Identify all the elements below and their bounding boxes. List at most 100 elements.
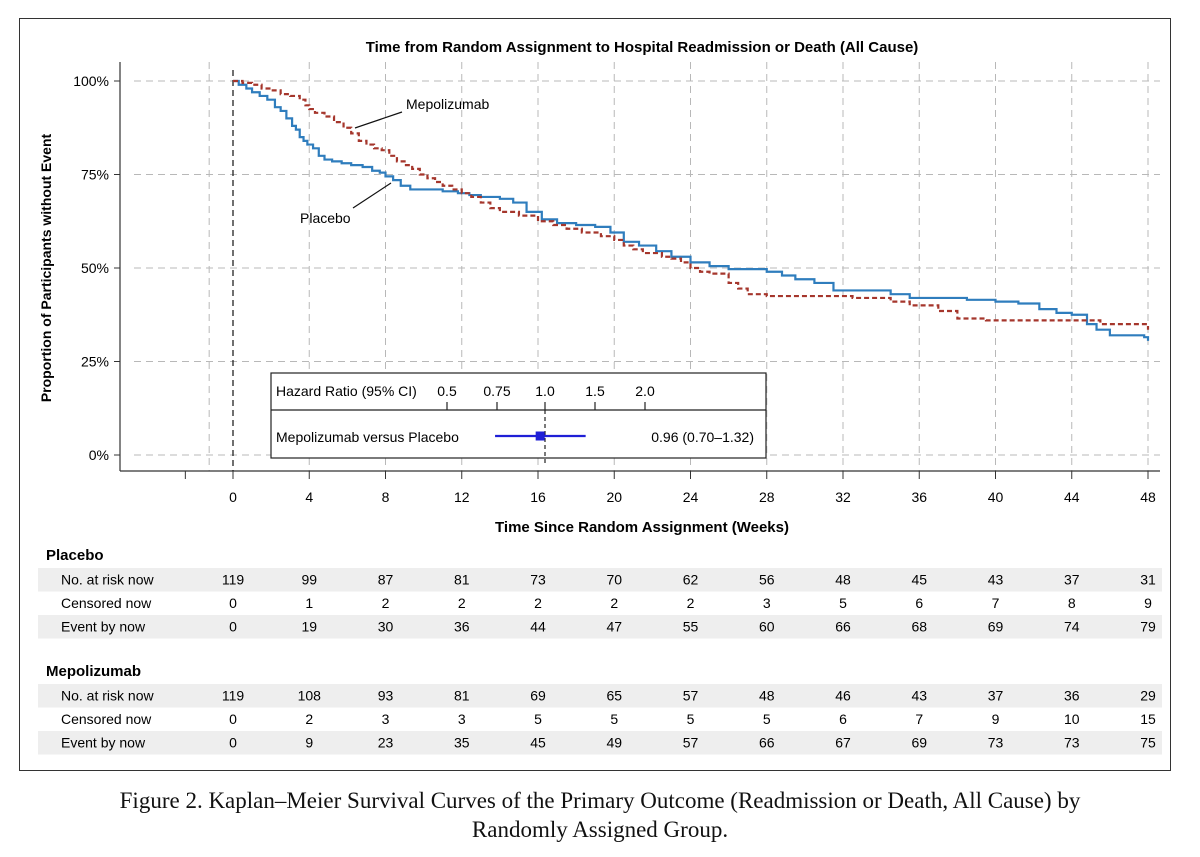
risk-cell-placebo-1-7: 3 [763,595,771,611]
forest-row-label: Mepolizumab versus Placebo [276,429,459,445]
risk-cell-placebo-0-1: 99 [301,572,317,588]
kaplan-meier-chart: Time from Random Assignment to Hospital … [38,39,1162,755]
risk-cell-placebo-0-11: 37 [1064,572,1080,588]
risk-cell-mepolizumab-0-10: 37 [988,688,1004,704]
risk-cell-mepolizumab-0-1: 108 [298,688,322,704]
x-tick-label-32: 32 [835,489,851,505]
risk-cell-mepolizumab-0-8: 46 [835,688,851,704]
risk-row-label-placebo-1: Censored now [61,595,152,611]
risk-cell-mepolizumab-2-10: 73 [988,735,1004,751]
risk-cell-mepolizumab-2-9: 69 [911,735,927,751]
risk-cell-placebo-1-5: 2 [610,595,618,611]
forest-box [270,372,767,459]
caption-line-2: Randomly Assigned Group. [471,817,729,842]
forest-header: Hazard Ratio (95% CI) [276,383,417,399]
risk-row-bg-mepolizumab-0 [38,684,1162,708]
risk-cell-placebo-0-8: 48 [835,572,851,588]
x-tick-label-16: 16 [530,489,546,505]
risk-cell-placebo-0-3: 81 [454,572,470,588]
risk-cell-placebo-0-6: 62 [683,572,699,588]
risk-cell-mepolizumab-2-3: 35 [454,735,470,751]
risk-cell-placebo-2-2: 30 [378,619,394,635]
risk-cell-placebo-2-4: 44 [530,619,546,635]
risk-cell-placebo-2-3: 36 [454,619,470,635]
y-tick-label-100: 100% [73,73,109,89]
risk-cell-mepolizumab-2-11: 73 [1064,735,1080,751]
risk-cell-mepolizumab-0-2: 93 [378,688,394,704]
risk-cell-mepolizumab-1-5: 5 [610,711,618,727]
risk-cell-mepolizumab-2-0: 0 [229,735,237,751]
forest-tick-label-1_5: 1.5 [585,383,605,399]
risk-cell-mepolizumab-2-7: 66 [759,735,775,751]
forest-tick-label-1: 1.0 [535,383,555,399]
risk-cell-placebo-1-6: 2 [687,595,695,611]
risk-cell-placebo-2-8: 66 [835,619,851,635]
y-axis-label: Proportion of Participants without Event [38,133,54,402]
risk-cell-placebo-2-0: 0 [229,619,237,635]
axes: 0%25%50%75%100%0 4 8 12 16 20 24 28 32 36 40 44 48 [73,62,1160,505]
leader-placebo [352,182,392,209]
label-mepolizumab: Mepolizumab [406,96,489,112]
risk-cell-mepolizumab-0-6: 57 [683,688,699,704]
risk-cell-mepolizumab-1-2: 3 [382,711,390,727]
risk-cell-mepolizumab-1-7: 5 [763,711,771,727]
risk-cell-mepolizumab-2-8: 67 [835,735,851,751]
risk-row-bg-placebo-0 [38,568,1162,592]
x-tick-label-8: 8 [382,489,390,505]
risk-cell-mepolizumab-0-4: 69 [530,688,546,704]
curve-placebo [233,79,1150,341]
risk-group-mepolizumab: Mepolizumab [46,663,141,680]
figure-caption: Figure 2. Kaplan–Meier Survival Curves o… [0,786,1200,844]
x-tick-label-40: 40 [988,489,1004,505]
risk-cell-placebo-2-11: 74 [1064,619,1080,635]
risk-cell-mepolizumab-0-11: 36 [1064,688,1080,704]
y-tick-label-0: 0% [89,447,109,463]
risk-row-bg-mepolizumab-2 [38,731,1162,755]
risk-row-label-mepolizumab-0: No. at risk now [61,688,154,704]
curve-annotations: Mepolizumab Placebo [300,96,489,226]
x-axis-label: Time Since Random Assignment (Weeks) [495,519,789,536]
risk-cell-mepolizumab-0-9: 43 [911,688,927,704]
risk-row-label-placebo-2: Event by now [61,619,146,635]
risk-cell-placebo-0-4: 73 [530,572,546,588]
risk-cell-mepolizumab-1-11: 10 [1064,711,1080,727]
x-tick-label-24: 24 [683,489,699,505]
risk-cell-mepolizumab-1-12: 15 [1140,711,1156,727]
x-tick-label-0: 0 [229,489,237,505]
risk-cell-placebo-1-3: 2 [458,595,466,611]
risk-cell-mepolizumab-0-5: 65 [606,688,622,704]
risk-cell-placebo-2-12: 79 [1140,619,1156,635]
risk-row-label-placebo-0: No. at risk now [61,572,154,588]
risk-cell-placebo-1-12: 9 [1144,595,1152,611]
risk-cell-placebo-1-8: 5 [839,595,847,611]
risk-cell-placebo-2-1: 19 [301,619,317,635]
risk-cell-mepolizumab-2-5: 49 [606,735,622,751]
leader-mepolizumab [354,111,403,129]
risk-cell-placebo-1-9: 6 [915,595,923,611]
curve-mepolizumab [233,79,1150,330]
x-tick-label-20: 20 [606,489,622,505]
x-tick-label-36: 36 [911,489,927,505]
forest-hr-marker [535,431,545,441]
x-tick-label-12: 12 [454,489,470,505]
risk-group-placebo: Placebo [46,547,104,564]
risk-cell-mepolizumab-0-7: 48 [759,688,775,704]
risk-row-bg-placebo-2 [38,615,1162,639]
risk-cell-placebo-1-1: 1 [305,595,313,611]
risk-cell-mepolizumab-1-10: 9 [992,711,1000,727]
risk-cell-placebo-0-0: 119 [222,572,245,588]
risk-cell-placebo-2-7: 60 [759,619,775,635]
risk-cell-placebo-1-11: 8 [1068,595,1076,611]
risk-cell-placebo-2-5: 47 [606,619,622,635]
risk-cell-mepolizumab-2-4: 45 [530,735,546,751]
figure-frame [19,18,1171,771]
risk-cell-mepolizumab-2-1: 9 [305,735,313,751]
forest-tick-label-0_75: 0.75 [483,383,510,399]
y-tick-label-50: 50% [81,260,109,276]
risk-cell-mepolizumab-0-0: 119 [222,688,245,704]
risk-cell-mepolizumab-1-3: 3 [458,711,466,727]
risk-cell-placebo-0-9: 45 [911,572,927,588]
risk-cell-mepolizumab-0-3: 81 [454,688,470,704]
y-tick-label-75: 75% [81,167,109,183]
